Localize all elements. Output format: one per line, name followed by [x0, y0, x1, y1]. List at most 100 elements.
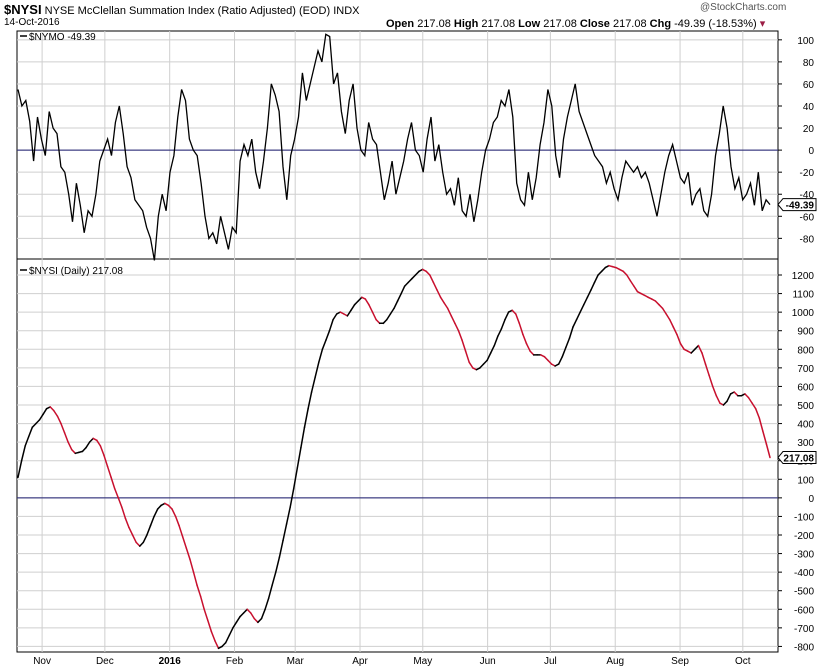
nysi-segment — [529, 350, 535, 356]
nysi-segment — [350, 303, 356, 312]
y-tick-label: 60 — [803, 80, 815, 91]
y-tick-label: -300 — [794, 550, 814, 561]
nymo-series-line — [17, 33, 771, 261]
nysi-segment — [500, 318, 506, 330]
nysi-segment — [307, 391, 313, 410]
date-label: 14-Oct-2016 — [4, 17, 60, 28]
x-tick-label: Nov — [33, 656, 51, 667]
nysi-segment — [106, 465, 112, 479]
y-tick-label: -100 — [794, 512, 814, 523]
nysi-segment — [565, 337, 571, 349]
nysi-segment — [181, 536, 188, 549]
nysi-segment — [149, 515, 155, 527]
x-tick-label: Dec — [96, 656, 114, 667]
nysi-segment — [214, 640, 220, 650]
nysi-segment — [246, 608, 252, 614]
nysi-segment — [189, 558, 195, 573]
nysi-segment — [117, 497, 123, 508]
y-tick-label: 900 — [797, 327, 814, 338]
nysi-segment — [192, 571, 198, 586]
low-label: Low — [518, 18, 541, 30]
nysi-segment — [257, 617, 263, 624]
nysi-segment — [199, 595, 205, 611]
nysi-segment — [53, 409, 59, 417]
close-value: 217.08 — [612, 18, 647, 30]
nysi-segment — [135, 541, 141, 547]
last-value-label: 217.08 — [783, 454, 814, 465]
nysi-segment — [96, 439, 102, 447]
nysi-segment — [561, 346, 567, 358]
nysi-segment — [600, 266, 607, 273]
nysi-segment — [310, 376, 316, 393]
y-tick-label: 300 — [797, 438, 814, 449]
y-tick-label: 1100 — [792, 290, 814, 301]
nysi-segment — [325, 329, 331, 341]
nysi-segment — [232, 621, 238, 629]
nysi-segment — [593, 274, 599, 284]
y-tick-label: 0 — [808, 146, 814, 157]
nysi-segment — [128, 526, 134, 536]
nysi-segment — [386, 313, 392, 321]
nysi-segment — [579, 303, 585, 313]
nysi-segment — [60, 422, 66, 434]
nysi-segment — [425, 270, 431, 276]
nysi-segment — [389, 307, 395, 315]
nysi-segment — [70, 448, 77, 455]
nysi-segment — [557, 355, 564, 365]
y-tick-label: -800 — [794, 642, 814, 653]
chg-label: Chg — [649, 18, 672, 30]
nysi-segment — [264, 597, 270, 611]
y-tick-label: -700 — [794, 624, 814, 635]
nysi-segment — [371, 311, 377, 321]
nysi-segment — [20, 445, 26, 462]
nysi-segment — [414, 270, 420, 276]
nysi-segment — [726, 393, 732, 403]
nysi-segment — [665, 313, 671, 321]
nysi-segment — [590, 281, 596, 291]
nysi-segment — [67, 441, 73, 451]
y-tick-label: 1000 — [792, 308, 815, 319]
nysi-segment — [690, 348, 696, 354]
chg-down-icon: ▾ — [759, 18, 766, 30]
nysi-segment — [24, 435, 30, 447]
nysi-segment — [482, 359, 488, 365]
plot-frame — [16, 30, 779, 653]
nysi-segment — [411, 274, 417, 280]
x-tick-label: 2016 — [159, 656, 182, 667]
nysi-segment — [42, 407, 48, 416]
nysi-segment — [300, 426, 306, 449]
nysi-segment — [754, 407, 761, 419]
nysi-segment — [292, 467, 299, 490]
nysi-segment — [568, 326, 574, 339]
nysi-segment — [672, 326, 678, 336]
chg-value: -49.39 (-18.53%) — [674, 18, 757, 30]
nysi-segment — [668, 318, 675, 328]
nysi-segment — [439, 296, 445, 304]
nysi-segment — [49, 406, 55, 412]
nysi-segment — [364, 298, 370, 306]
nysi-segment — [403, 281, 410, 287]
nysi-segment — [436, 289, 442, 299]
close-label: Close — [579, 18, 610, 30]
nysi-segment — [518, 322, 524, 336]
nysi-segment — [153, 508, 159, 518]
nysi-segment — [185, 547, 191, 560]
nysi-segment — [178, 524, 184, 538]
nysi-segment — [711, 385, 718, 397]
nysi-segment — [758, 417, 764, 432]
nysi-segment — [479, 363, 485, 369]
nysi-segment — [242, 608, 248, 614]
nysi-segment — [282, 523, 288, 542]
nysi-segment — [489, 344, 496, 354]
x-tick-label: Oct — [735, 656, 751, 667]
nysi-segment — [457, 329, 463, 341]
nysi-segment — [142, 534, 148, 544]
nysi-segment — [658, 303, 664, 310]
nysi-segment — [586, 289, 592, 299]
nysi-segment — [146, 524, 152, 536]
nysi-segment — [454, 322, 460, 332]
nysi-segment — [221, 641, 227, 648]
nysi-segment — [250, 612, 256, 620]
open-label: Open — [386, 18, 415, 30]
nysi-segment — [110, 476, 116, 490]
